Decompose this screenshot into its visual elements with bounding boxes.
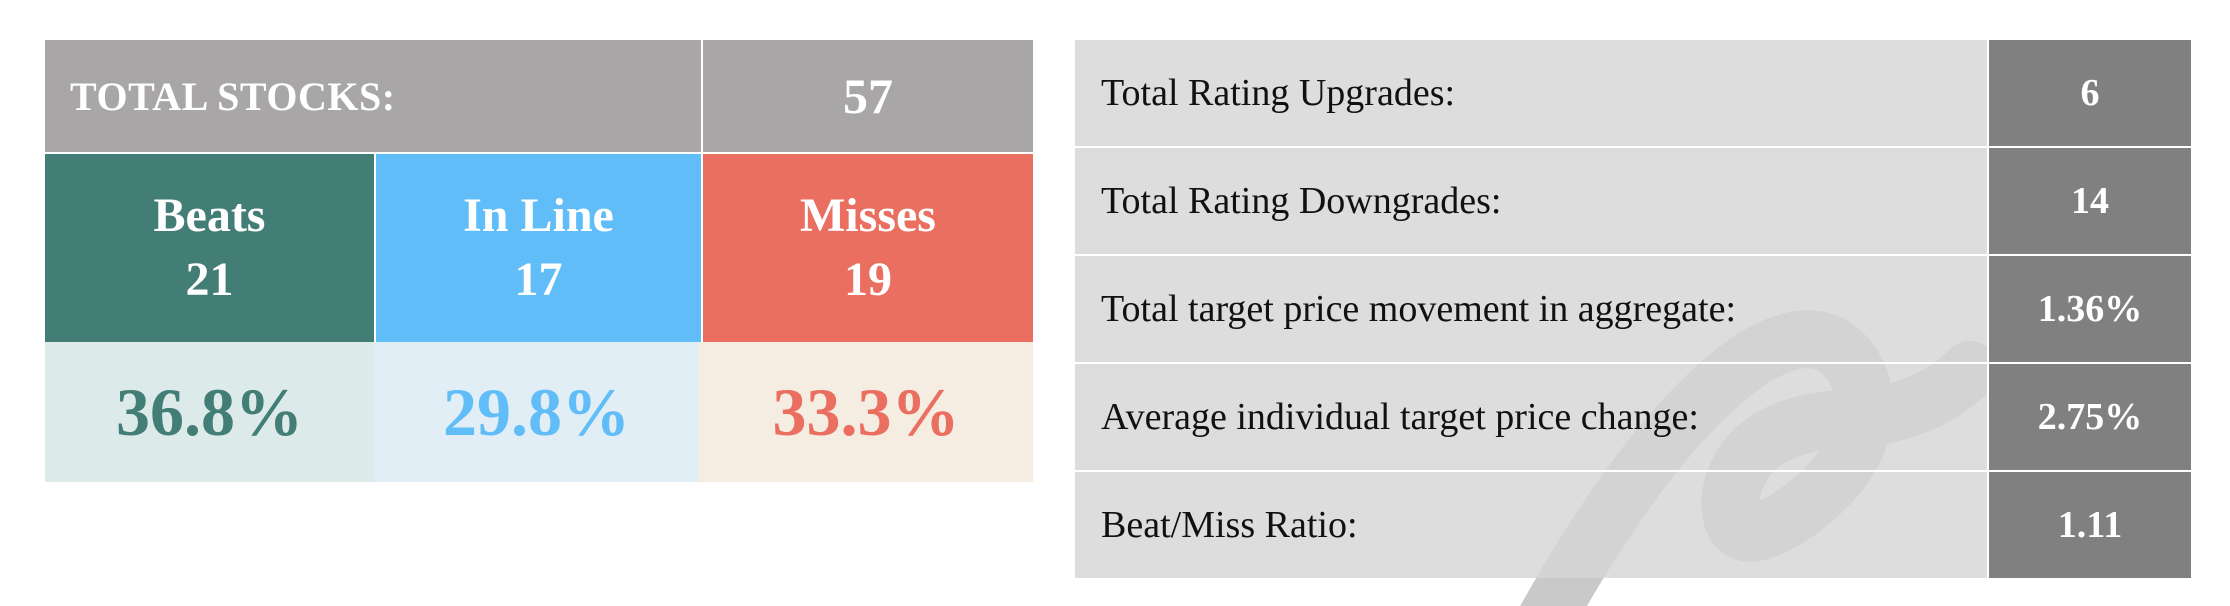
beats-count: 21 — [185, 253, 234, 306]
misses-cell: Misses 19 — [701, 154, 1033, 342]
total-stocks-value: 57 — [701, 40, 1033, 152]
in-line-label: In Line — [463, 189, 614, 242]
table-row: Average individual target price change: … — [1075, 362, 2191, 470]
rating-downgrades-label: Total Rating Downgrades: — [1075, 148, 1987, 254]
rating-upgrades-label: Total Rating Upgrades: — [1075, 40, 1987, 146]
beat-miss-ratio-value: 1.11 — [1987, 472, 2191, 578]
total-stocks-label: TOTAL STOCKS: — [70, 73, 396, 119]
table-row: Beat/Miss Ratio: 1.11 — [1075, 470, 2191, 578]
misses-count: 19 — [844, 253, 892, 306]
category-row: Beats 21 In Line 17 Misses 19 — [45, 152, 1033, 342]
beats-label: Beats — [153, 189, 266, 242]
rating-stats-table: Total Rating Upgrades: 6 Total Rating Do… — [1075, 40, 2191, 578]
beats-percent: 36.8% — [45, 342, 374, 482]
target-price-aggregate-label: Total target price movement in aggregate… — [1075, 256, 1987, 362]
avg-target-price-change-value: 2.75% — [1987, 364, 2191, 470]
in-line-percent: 29.8% — [374, 342, 699, 482]
beat-miss-ratio-label: Beat/Miss Ratio: — [1075, 472, 1987, 578]
table-row: Total Rating Upgrades: 6 — [1075, 40, 2191, 146]
percent-row: 36.8% 29.8% 33.3% — [45, 342, 1033, 482]
target-price-aggregate-value: 1.36% — [1987, 256, 2191, 362]
rating-upgrades-value: 6 — [1987, 40, 2191, 146]
misses-label: Misses — [800, 189, 936, 242]
rating-downgrades-value: 14 — [1987, 148, 2191, 254]
misses-percent: 33.3% — [699, 342, 1033, 482]
table-row: Total Rating Downgrades: 14 — [1075, 146, 2191, 254]
in-line-cell: In Line 17 — [374, 154, 701, 342]
in-line-count: 17 — [514, 253, 563, 306]
avg-target-price-change-label: Average individual target price change: — [1075, 364, 1987, 470]
beats-cell: Beats 21 — [45, 154, 374, 342]
earnings-summary: TOTAL STOCKS: 57 Beats 21 In Line 17 Mis… — [45, 40, 1033, 482]
table-row: Total target price movement in aggregate… — [1075, 254, 2191, 362]
total-stocks-row: TOTAL STOCKS: 57 — [45, 40, 1033, 152]
